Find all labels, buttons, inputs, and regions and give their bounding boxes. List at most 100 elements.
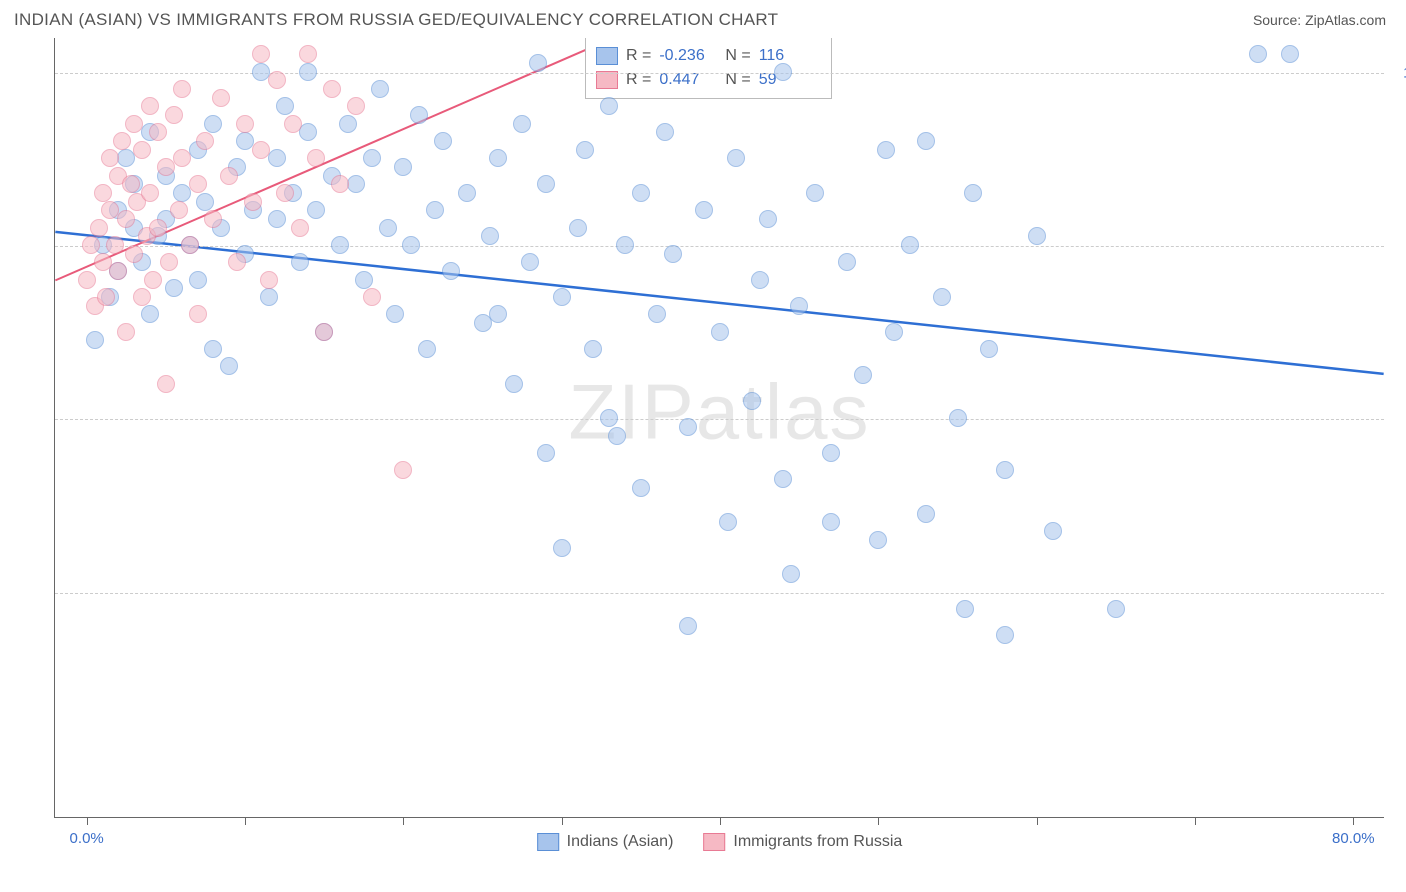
x-tick [87, 817, 88, 825]
data-point [489, 305, 507, 323]
data-point [125, 245, 143, 263]
data-point [394, 461, 412, 479]
data-point [347, 175, 365, 193]
data-point [252, 141, 270, 159]
swatch-series-2 [596, 71, 618, 89]
data-point [133, 141, 151, 159]
data-point [679, 617, 697, 635]
data-point [1249, 45, 1267, 63]
data-point [394, 158, 412, 176]
data-point [917, 505, 935, 523]
data-point [97, 288, 115, 306]
grid-line [55, 593, 1384, 594]
data-point [196, 132, 214, 150]
data-point [719, 513, 737, 531]
data-point [774, 63, 792, 81]
swatch-icon [703, 833, 725, 851]
data-point [410, 106, 428, 124]
data-point [648, 305, 666, 323]
data-point [537, 175, 555, 193]
data-point [220, 167, 238, 185]
data-point [268, 71, 286, 89]
scatter-plot-area: ZIPatlas R = -0.236 N = 116 R = 0.447 N … [54, 38, 1384, 818]
data-point [307, 201, 325, 219]
data-point [212, 89, 230, 107]
data-point [996, 461, 1014, 479]
data-point [196, 193, 214, 211]
data-point [331, 236, 349, 254]
data-point [276, 97, 294, 115]
data-point [632, 184, 650, 202]
data-point [323, 80, 341, 98]
data-point [1107, 600, 1125, 618]
source-link[interactable]: ZipAtlas.com [1305, 12, 1386, 28]
data-point [109, 262, 127, 280]
data-point [434, 132, 452, 150]
data-point [513, 115, 531, 133]
data-point [144, 271, 162, 289]
data-point [885, 323, 903, 341]
data-point [790, 297, 808, 315]
data-point [291, 253, 309, 271]
data-point [426, 201, 444, 219]
data-point [181, 236, 199, 254]
data-point [553, 288, 571, 306]
x-tick-label: 80.0% [1332, 830, 1375, 847]
x-tick [245, 817, 246, 825]
x-tick [403, 817, 404, 825]
data-point [537, 444, 555, 462]
data-point [442, 262, 460, 280]
r-value-series-2: 0.447 [659, 68, 717, 92]
data-point [141, 305, 159, 323]
series-legend: Indians (Asian) Immigrants from Russia [537, 833, 903, 851]
data-point [996, 626, 1014, 644]
data-point [355, 271, 373, 289]
data-point [299, 63, 317, 81]
data-point [363, 149, 381, 167]
grid-line [55, 246, 1384, 247]
data-point [379, 219, 397, 237]
data-point [141, 97, 159, 115]
data-point [170, 201, 188, 219]
data-point [956, 600, 974, 618]
data-point [917, 132, 935, 150]
data-point [489, 149, 507, 167]
data-point [727, 149, 745, 167]
data-point [822, 444, 840, 462]
data-point [869, 531, 887, 549]
data-point [933, 288, 951, 306]
data-point [806, 184, 824, 202]
data-point [418, 340, 436, 358]
data-point [173, 80, 191, 98]
data-point [204, 210, 222, 228]
data-point [204, 340, 222, 358]
data-point [141, 184, 159, 202]
data-point [315, 323, 333, 341]
data-point [386, 305, 404, 323]
data-point [204, 115, 222, 133]
chart-container: GED/Equivalency ZIPatlas R = -0.236 N = … [14, 38, 1392, 818]
data-point [656, 123, 674, 141]
data-point [106, 236, 124, 254]
data-point [782, 565, 800, 583]
data-point [268, 149, 286, 167]
r-value-series-1: -0.236 [659, 44, 717, 68]
chart-title: INDIAN (ASIAN) VS IMMIGRANTS FROM RUSSIA… [14, 10, 778, 30]
data-point [481, 227, 499, 245]
swatch-series-1 [596, 47, 618, 65]
data-point [117, 323, 135, 341]
x-tick [562, 817, 563, 825]
data-point [86, 331, 104, 349]
data-point [331, 175, 349, 193]
data-point [751, 271, 769, 289]
legend-item-1: Indians (Asian) [537, 833, 674, 851]
data-point [600, 409, 618, 427]
data-point [260, 271, 278, 289]
data-point [759, 210, 777, 228]
grid-line [55, 419, 1384, 420]
x-tick [1195, 817, 1196, 825]
data-point [679, 418, 697, 436]
x-tick [1037, 817, 1038, 825]
data-point [133, 288, 151, 306]
data-point [371, 80, 389, 98]
